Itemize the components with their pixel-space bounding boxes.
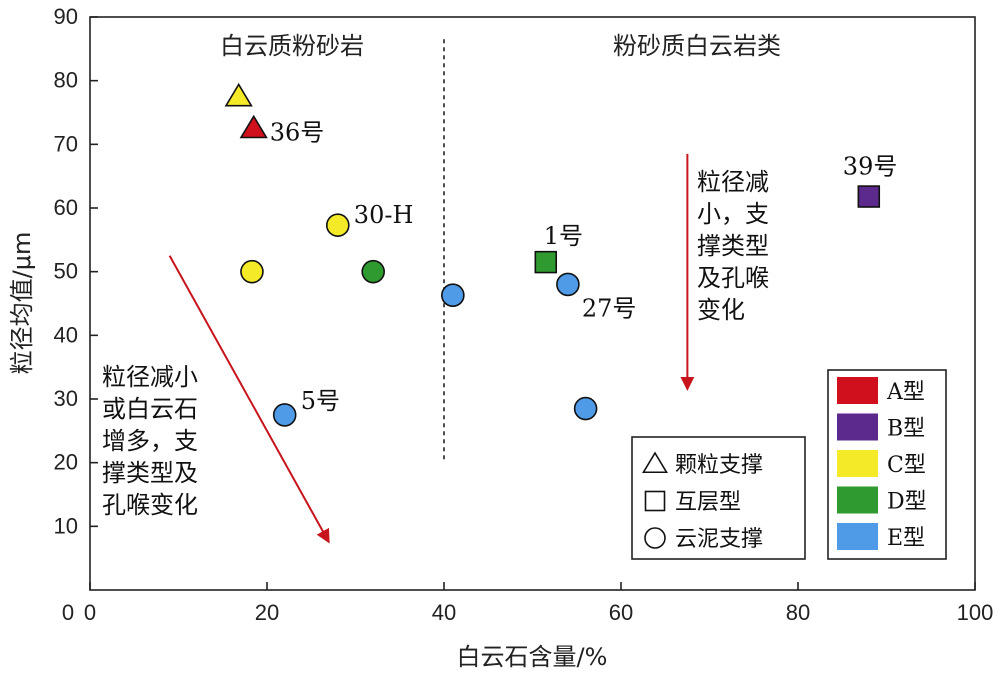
annotation-line: 撑类型 [697, 232, 769, 260]
x-axis-title: 白云石含量/% [457, 643, 608, 671]
data-point-label: 39号 [843, 153, 898, 181]
color-legend-label: D型 [887, 490, 927, 515]
legend-swatch [837, 450, 878, 477]
legend-swatch [837, 413, 878, 441]
shape-legend-label: 互层型 [675, 490, 741, 515]
data-point-label: 36号 [270, 118, 325, 146]
data-point-circle [325, 213, 350, 237]
data-point-circle [361, 259, 386, 284]
y-axis-title: 粒径均值/μm [8, 232, 36, 375]
annotation-line: 及孔喉 [697, 264, 769, 292]
data-point-circle [240, 259, 264, 284]
region-label-right: 粉砂质白云岩类 [613, 32, 781, 60]
x-tick-label: 100 [957, 600, 994, 625]
data-point-square [857, 185, 881, 208]
data-point-circle [441, 283, 465, 308]
x-tick-label: 20 [255, 600, 279, 625]
legend-triangle-icon [642, 451, 668, 474]
annotation-line: 粒径减 [697, 168, 769, 196]
data-point-square [534, 250, 558, 274]
plot-frame [89, 16, 976, 591]
y-tick-label: 20 [54, 450, 78, 475]
data-points: 36号 30-H 5号 1号 27号 39号 [224, 82, 898, 427]
legend-swatch [837, 377, 878, 404]
data-point-label: 1号 [544, 222, 583, 250]
y-tick-label: 60 [54, 195, 78, 220]
y-tick-label: 70 [54, 131, 78, 156]
annotation-line: 增多，支 [102, 427, 198, 455]
data-point-triangle [239, 114, 268, 139]
annotation-line: 小，支 [697, 200, 769, 228]
color-legend-label: B型 [887, 417, 925, 442]
annotation-line: 粒径减小 [102, 363, 198, 391]
trend-arrow [168, 255, 330, 544]
data-point-label: 30-H [354, 201, 414, 229]
x-tick-label: 40 [432, 600, 456, 625]
y-tick-label: 30 [54, 386, 78, 411]
annotation-line: 变化 [697, 296, 745, 324]
axis-ticks: 0 20 40 60 80 100 10 20 30 40 50 60 70 80 90 0 [54, 4, 994, 625]
y-tick-label: 80 [54, 68, 78, 93]
origin-tick-label: 0 [62, 600, 74, 625]
data-point-circle [272, 403, 297, 427]
legend-square-icon [644, 490, 666, 512]
annotation-line: 或白云石 [102, 395, 198, 423]
x-tick-label: 60 [609, 600, 633, 625]
y-tick-label: 50 [54, 259, 78, 284]
data-point-label: 27号 [582, 294, 637, 322]
trend-arrows [168, 153, 695, 544]
annotation-line: 撑类型及 [102, 459, 198, 487]
data-point-triangle [224, 82, 253, 107]
legend-swatch [837, 523, 878, 550]
y-tick-label: 40 [54, 322, 78, 347]
color-legend: A型 B型 C型 D型 E型 [827, 369, 947, 560]
trend-annotation: 粒径减小，支撑类型及孔喉变化 [697, 168, 769, 324]
y-tick-label: 90 [54, 4, 78, 29]
color-legend-label: A型 [886, 380, 925, 405]
data-point-circle [556, 272, 580, 297]
legend-circle-icon [644, 527, 666, 549]
color-legend-label: C型 [887, 453, 926, 478]
data-point-circle [573, 396, 598, 421]
x-tick-label: 80 [786, 600, 810, 625]
x-tick-label: 0 [84, 600, 96, 625]
color-legend-label: E型 [887, 526, 925, 551]
legend-swatch [837, 486, 878, 514]
data-point-label: 5号 [301, 387, 340, 415]
trend-annotation: 粒径减小或白云石增多，支撑类型及孔喉变化 [102, 363, 198, 519]
y-tick-label: 10 [54, 513, 78, 538]
region-label-left: 白云质粉砂岩 [220, 32, 364, 60]
shape-legend-label: 颗粒支撑 [675, 453, 763, 478]
shape-legend-label: 云泥支撑 [675, 527, 763, 552]
annotation-line: 孔喉变化 [102, 491, 198, 519]
